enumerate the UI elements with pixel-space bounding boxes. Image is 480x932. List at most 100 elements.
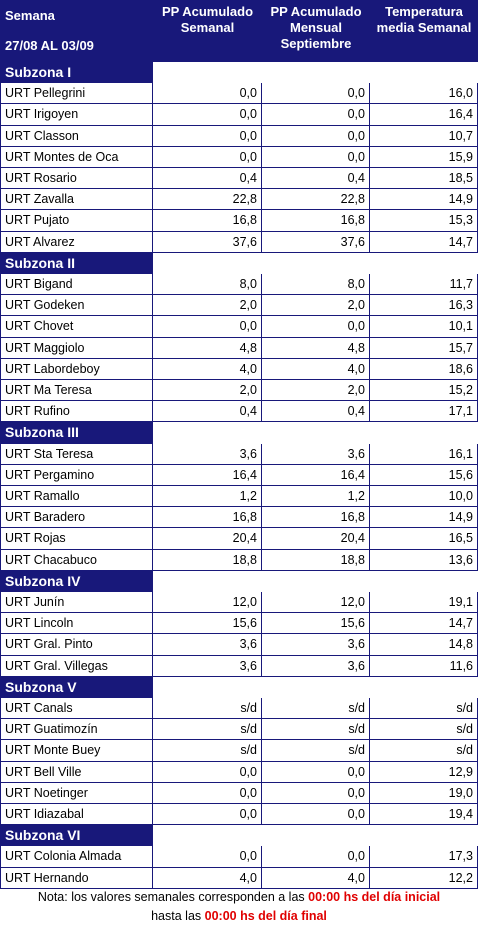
data-row: URT Hernando 4,0 4,0 12,2: [0, 867, 478, 889]
data-row: URT Baradero 16,8 16,8 14,9: [0, 507, 478, 529]
note-highlight: 00:00 hs del día final: [204, 909, 327, 923]
cell-value: 4,8: [153, 337, 262, 359]
cell-value: 0,0: [153, 782, 262, 804]
column-header: Temperatura media Semanal: [376, 4, 472, 35]
cell-value: 16,4: [370, 104, 478, 126]
cell-value: 0,0: [262, 83, 370, 105]
note-highlight: 00:00 hs del día inicial: [308, 890, 441, 904]
cell-value: 0,4: [262, 401, 370, 423]
cell-value: s/d: [153, 698, 262, 720]
data-row: URT Sta Teresa 3,6 3,6 16,1: [0, 443, 478, 465]
cell-value: 14,7: [370, 231, 478, 253]
data-row: URT Noetinger 0,0 0,0 19,0: [0, 782, 478, 804]
cell-value: 4,0: [153, 358, 262, 380]
cell-value: 4,8: [262, 337, 370, 359]
cell-value: 19,1: [370, 592, 478, 614]
cell-value: 0,0: [153, 146, 262, 168]
data-row: URT Chovet 0,0 0,0 10,1: [0, 316, 478, 338]
subzone-name: Subzona I: [0, 62, 153, 84]
cell-value: 0,0: [153, 846, 262, 868]
cell-value: 10,1: [370, 316, 478, 338]
data-row: URT Bigand 8,0 8,0 11,7: [0, 274, 478, 296]
cell-value: 15,6: [370, 464, 478, 486]
cell-value: 14,7: [370, 613, 478, 635]
subzone-row: Subzona III: [0, 422, 478, 444]
cell-value: 0,0: [262, 804, 370, 826]
station-name: URT Alvarez: [0, 231, 153, 253]
data-row: URT Bell Ville 0,0 0,0 12,9: [0, 761, 478, 783]
cell-value: 18,8: [153, 549, 262, 571]
station-name: URT Zavalla: [0, 189, 153, 211]
cell-value: 16,8: [262, 507, 370, 529]
cell-value: 20,4: [153, 528, 262, 550]
cell-value: 0,0: [153, 125, 262, 147]
note-text: hasta las: [151, 909, 205, 923]
data-row: URT Pujato 16,8 16,8 15,3: [0, 210, 478, 232]
cell-value: 19,0: [370, 782, 478, 804]
station-name: URT Chacabuco: [0, 549, 153, 571]
note-text: Nota: los valores semanales corresponden…: [37, 890, 309, 904]
cell-value: 3,6: [153, 655, 262, 677]
cell-value: 0,0: [262, 846, 370, 868]
cell-value: 0,0: [153, 83, 262, 105]
cell-value: 0,4: [153, 168, 262, 190]
data-row: URT Maggiolo 4,8 4,8 15,7: [0, 337, 478, 359]
station-name: URT Ma Teresa: [0, 380, 153, 402]
cell-value: 11,7: [370, 274, 478, 296]
cell-value: 14,9: [370, 189, 478, 211]
cell-value: 16,8: [262, 210, 370, 232]
cell-value: 0,4: [262, 168, 370, 190]
station-name: URT Irigoyen: [0, 104, 153, 126]
station-name: URT Lincoln: [0, 613, 153, 635]
cell-value: 37,6: [262, 231, 370, 253]
cell-value: s/d: [370, 740, 478, 762]
cell-value: 12,0: [153, 592, 262, 614]
cell-value: 16,8: [153, 210, 262, 232]
data-row: URT Lincoln 15,6 15,6 14,7: [0, 613, 478, 635]
station-name: URT Bell Ville: [0, 761, 153, 783]
cell-value: 0,0: [262, 146, 370, 168]
cell-value: 0,0: [262, 125, 370, 147]
cell-value: 1,2: [262, 486, 370, 508]
cell-value: 12,0: [262, 592, 370, 614]
cell-value: 0,0: [262, 782, 370, 804]
cell-value: 4,0: [262, 358, 370, 380]
data-row: URT Ma Teresa 2,0 2,0 15,2: [0, 380, 478, 402]
cell-value: s/d: [262, 698, 370, 720]
cell-value: 16,4: [262, 464, 370, 486]
station-name: URT Pujato: [0, 210, 153, 232]
cell-value: 15,6: [262, 613, 370, 635]
cell-value: 12,9: [370, 761, 478, 783]
cell-value: 11,6: [370, 655, 478, 677]
station-name: URT Baradero: [0, 507, 153, 529]
header-title: Semana: [5, 8, 55, 23]
cell-value: 8,0: [262, 274, 370, 296]
data-row: URT Idiazabal 0,0 0,0 19,4: [0, 804, 478, 826]
cell-value: 17,1: [370, 401, 478, 423]
station-name: URT Gral. Pinto: [0, 634, 153, 656]
cell-value: 20,4: [262, 528, 370, 550]
cell-value: 3,6: [153, 443, 262, 465]
cell-value: 12,2: [370, 867, 478, 889]
data-row: URT Chacabuco 18,8 18,8 13,6: [0, 549, 478, 571]
station-name: URT Classon: [0, 125, 153, 147]
station-name: URT Guatimozín: [0, 719, 153, 741]
cell-value: 16,0: [370, 83, 478, 105]
station-name: URT Rojas: [0, 528, 153, 550]
station-name: URT Pergamino: [0, 464, 153, 486]
cell-value: 17,3: [370, 846, 478, 868]
cell-value: 10,0: [370, 486, 478, 508]
cell-value: 3,6: [153, 634, 262, 656]
subzone-row: Subzona I: [0, 62, 478, 84]
cell-value: 0,4: [153, 401, 262, 423]
data-row: URT Godeken 2,0 2,0 16,3: [0, 295, 478, 317]
station-name: URT Colonia Almada: [0, 846, 153, 868]
data-row: URT Pergamino 16,4 16,4 15,6: [0, 464, 478, 486]
cell-value: 0,0: [153, 761, 262, 783]
station-name: URT Godeken: [0, 295, 153, 317]
cell-value: 0,0: [262, 104, 370, 126]
cell-value: 10,7: [370, 125, 478, 147]
station-name: URT Junín: [0, 592, 153, 614]
cell-value: 13,6: [370, 549, 478, 571]
data-row: URT Monte Buey s/d s/d s/d: [0, 740, 478, 762]
